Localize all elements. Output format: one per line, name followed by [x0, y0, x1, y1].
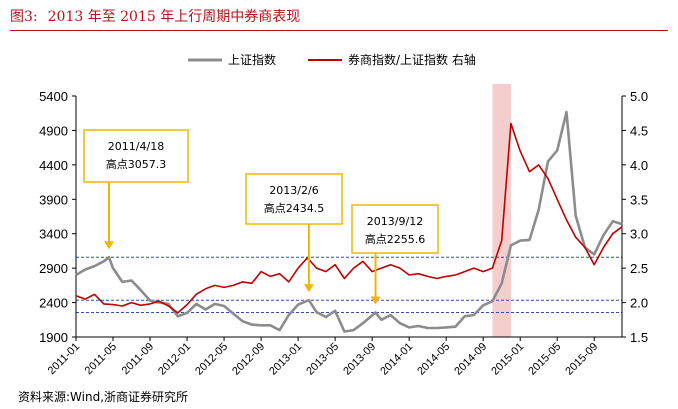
right-tick-label-2.0: 2.0 — [630, 296, 648, 311]
x-tick-label-2014-05: 2014-05 — [415, 341, 452, 378]
series-line-ratio — [75, 122, 623, 314]
annotation-peak: 高点2255.6 — [365, 232, 426, 246]
legend-label-index: 上证指数 — [228, 52, 276, 67]
annotation-date: 2011/4/18 — [108, 140, 164, 153]
annotation-peak: 高点3057.3 — [106, 157, 167, 171]
left-tick-label-4400: 4400 — [39, 158, 68, 173]
highlight-band — [492, 84, 511, 337]
annotation-arrow-head — [370, 296, 381, 305]
chart: 5400 4900 4400 3900 3400 2900 2400 1900 5.0 4.5 4.… — [39, 52, 648, 378]
title-divider — [10, 30, 668, 31]
series-line-index — [75, 110, 623, 333]
x-tick-label-2014-01: 2014-01 — [378, 341, 415, 378]
x-tick-label-2013-05: 2013-05 — [304, 341, 341, 378]
right-tick-label-5.0: 5.0 — [630, 89, 648, 104]
figure-title: 图3: 2013 年至 2015 年上行周期中券商表现 — [10, 6, 300, 26]
x-tick-label-2012-05: 2012-05 — [193, 341, 230, 378]
left-tick-label-3400: 3400 — [39, 227, 68, 242]
x-tick-label-2011-09: 2011-09 — [120, 341, 156, 377]
right-tick-label-3.5: 3.5 — [630, 192, 648, 207]
legend-label-ratio: 券商指数/上证指数 右轴 — [348, 52, 476, 67]
x-tick-label-2012-01: 2012-01 — [156, 341, 193, 378]
annotation-date: 2013/9/12 — [367, 215, 423, 228]
x-tick-label-2014-09: 2014-09 — [452, 341, 489, 378]
left-tick-label-2900: 2900 — [39, 261, 68, 276]
left-tick-label-2400: 2400 — [39, 296, 68, 311]
right-tick-label-4.0: 4.0 — [630, 158, 648, 173]
annotation-3: 2013/9/12 高点2255.6 — [351, 204, 439, 305]
right-tick-label-1.5: 1.5 — [630, 330, 648, 345]
right-tick-label-3.0: 3.0 — [630, 227, 648, 242]
right-tick-label-2.5: 2.5 — [630, 261, 648, 276]
legend: 上证指数 券商指数/上证指数 右轴 — [188, 52, 476, 67]
left-tick-label-5400: 5400 — [39, 89, 68, 104]
source-note: 资料来源:Wind,浙商证券研究所 — [18, 390, 189, 404]
annotation-box — [245, 173, 343, 225]
x-tick-label-2015-01: 2015-01 — [489, 341, 526, 378]
annotation-box — [351, 204, 439, 254]
annotation-arrow-head — [104, 241, 115, 250]
x-tick-label-2011-05: 2011-05 — [83, 341, 119, 377]
figure-title-text: 2013 年至 2015 年上行周期中券商表现 — [47, 9, 301, 25]
annotation-box — [83, 129, 189, 183]
annotation-arrow-head — [303, 284, 314, 293]
x-tick-label-2013-09: 2013-09 — [341, 341, 378, 378]
right-tick-label-4.5: 4.5 — [630, 123, 648, 138]
left-tick-label-1900: 1900 — [39, 330, 68, 345]
left-tick-label-4900: 4900 — [39, 123, 68, 138]
figure-number: 图3: — [10, 9, 38, 25]
annotation-peak: 高点2434.5 — [264, 201, 325, 215]
x-tick-label-2015-09: 2015-09 — [563, 341, 600, 378]
x-tick-label-2013-01: 2013-01 — [267, 341, 304, 378]
x-tick-label-2011-01: 2011-01 — [46, 341, 82, 377]
left-tick-label-3900: 3900 — [39, 192, 68, 207]
annotation-date: 2013/2/6 — [269, 184, 318, 197]
x-tick-label-2015-05: 2015-05 — [526, 341, 563, 378]
x-tick-label-2012-09: 2012-09 — [230, 341, 267, 378]
annotation-1: 2011/4/18 高点3057.3 — [83, 129, 189, 250]
annotation-2: 2013/2/6 高点2434.5 — [245, 173, 343, 293]
